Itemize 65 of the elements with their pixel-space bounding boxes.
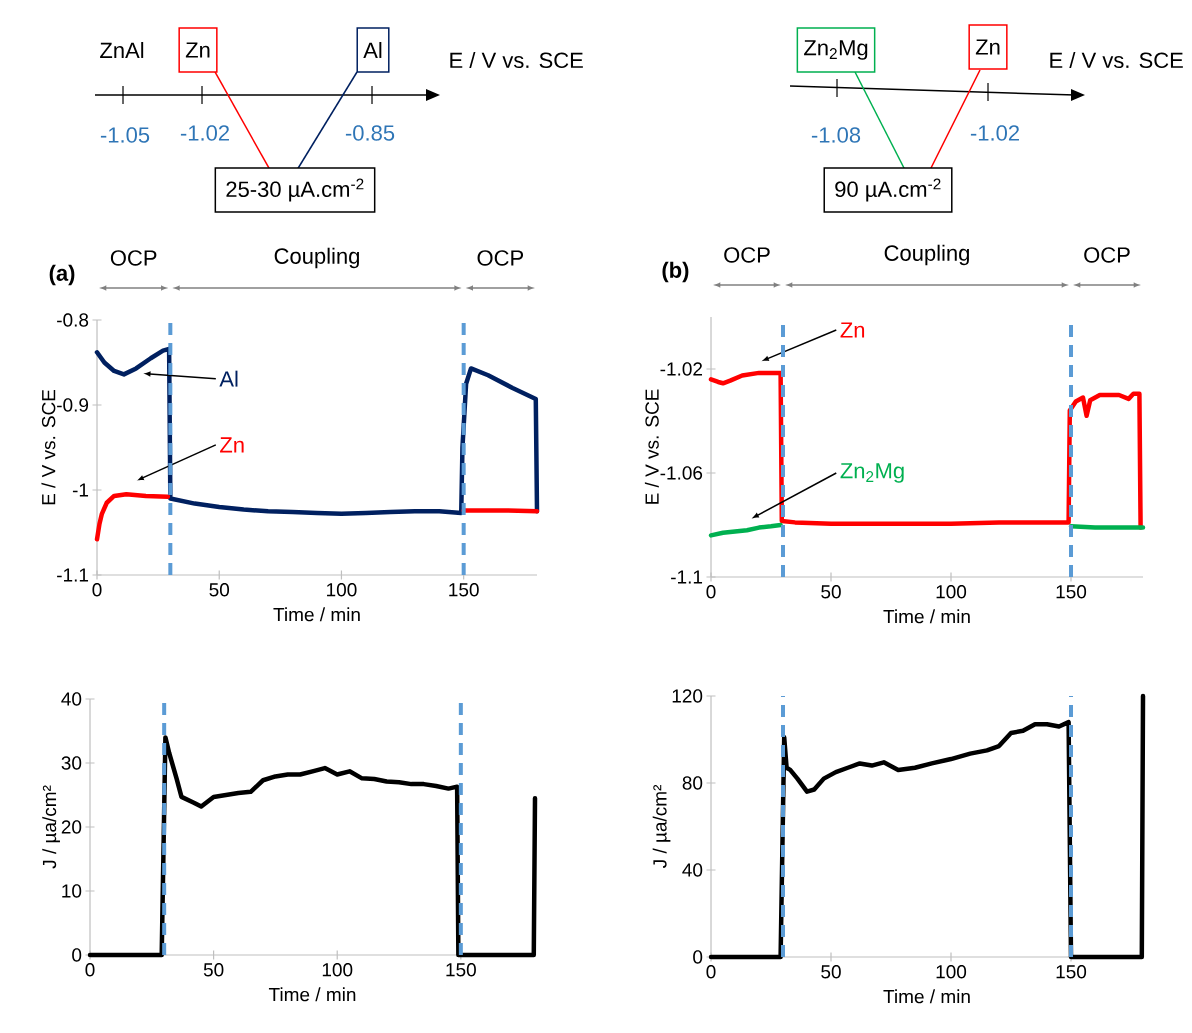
x-tick-label: 100	[936, 965, 967, 979]
text: -1.05	[100, 127, 150, 143]
x-tick-label: 150	[449, 583, 479, 597]
text: -1.02	[970, 125, 1019, 141]
text: Coupling	[884, 244, 969, 266]
y-tick-label: 120	[672, 689, 703, 703]
x-tick-label: 150	[1056, 585, 1087, 599]
text: OCP	[724, 247, 770, 263]
text: -1.08	[811, 127, 861, 143]
x-axis-title: Time / min	[273, 607, 360, 622]
y-tick-label: -1.1	[57, 568, 89, 582]
text: ZnAl	[100, 42, 144, 58]
annotation: Zn	[840, 322, 865, 338]
y-tick-label: 10	[62, 884, 82, 898]
y-tick-label: -1.02	[660, 362, 703, 376]
y-tick-label: 0	[693, 950, 703, 964]
annotation: Zn	[220, 437, 244, 453]
text: OCP	[477, 250, 524, 266]
y-tick-label: -0.8	[57, 313, 89, 327]
x-tick-label: 100	[322, 963, 353, 977]
y-axis-title: J / µa/cm²	[42, 785, 60, 869]
y-tick-label: 30	[61, 756, 82, 770]
text: Al	[363, 42, 382, 58]
y-tick-label: -0.9	[57, 398, 89, 412]
y-tick-label: 40	[682, 863, 703, 877]
x-axis-title: Time / min	[883, 989, 970, 1004]
x-axis-title: Time / min	[268, 987, 356, 1002]
y-tick-label: 20	[61, 820, 82, 834]
text: 25-30 µA.cm$^{-2}$	[226, 178, 364, 202]
text: Zn	[185, 42, 210, 58]
x-tick-label: 50	[821, 585, 841, 599]
y-axis-title: E / V vs. SCE	[41, 389, 56, 505]
x-tick-label: 100	[936, 585, 967, 599]
text: E / V vs. SCE	[450, 51, 583, 69]
text: Zn	[975, 39, 1000, 55]
y-tick-label: -1	[72, 483, 89, 497]
x-tick-label: 0	[706, 585, 716, 599]
y-tick-label: -1.1	[671, 570, 703, 584]
x-axis-title: Time / min	[883, 609, 970, 624]
y-axis-title: J / µa/cm²	[652, 784, 671, 869]
x-tick-label: 0	[706, 965, 716, 979]
x-tick-label: 50	[209, 583, 230, 597]
x-tick-label: 0	[92, 583, 102, 597]
y-tick-label: 40	[61, 692, 82, 706]
text: OCP	[1084, 247, 1130, 263]
text: Coupling	[274, 247, 359, 269]
annotation: Zn$_{2}$Mg	[840, 463, 904, 483]
annotation: Al	[219, 370, 238, 387]
x-tick-label: 50	[821, 965, 841, 979]
text: Zn$_{2}$Mg	[804, 40, 868, 60]
text: -1.02	[180, 125, 229, 141]
chart-title: (b)	[662, 261, 689, 283]
text: OCP	[110, 250, 157, 266]
text: E / V vs. SCE	[1050, 51, 1183, 69]
y-tick-label: 80	[682, 776, 703, 790]
y-axis-title: E / V vs. SCE	[644, 389, 659, 504]
text: -0.85	[345, 125, 395, 141]
x-tick-label: 50	[203, 963, 224, 977]
y-tick-label: -1.06	[660, 466, 703, 480]
x-tick-label: 100	[327, 583, 357, 597]
y-tick-label: 0	[72, 948, 82, 962]
x-tick-label: 150	[1056, 965, 1087, 979]
chart-title: (a)	[49, 264, 75, 286]
text: 90 µA.cm$^{-2}$	[835, 178, 941, 202]
x-tick-label: 150	[446, 963, 476, 977]
